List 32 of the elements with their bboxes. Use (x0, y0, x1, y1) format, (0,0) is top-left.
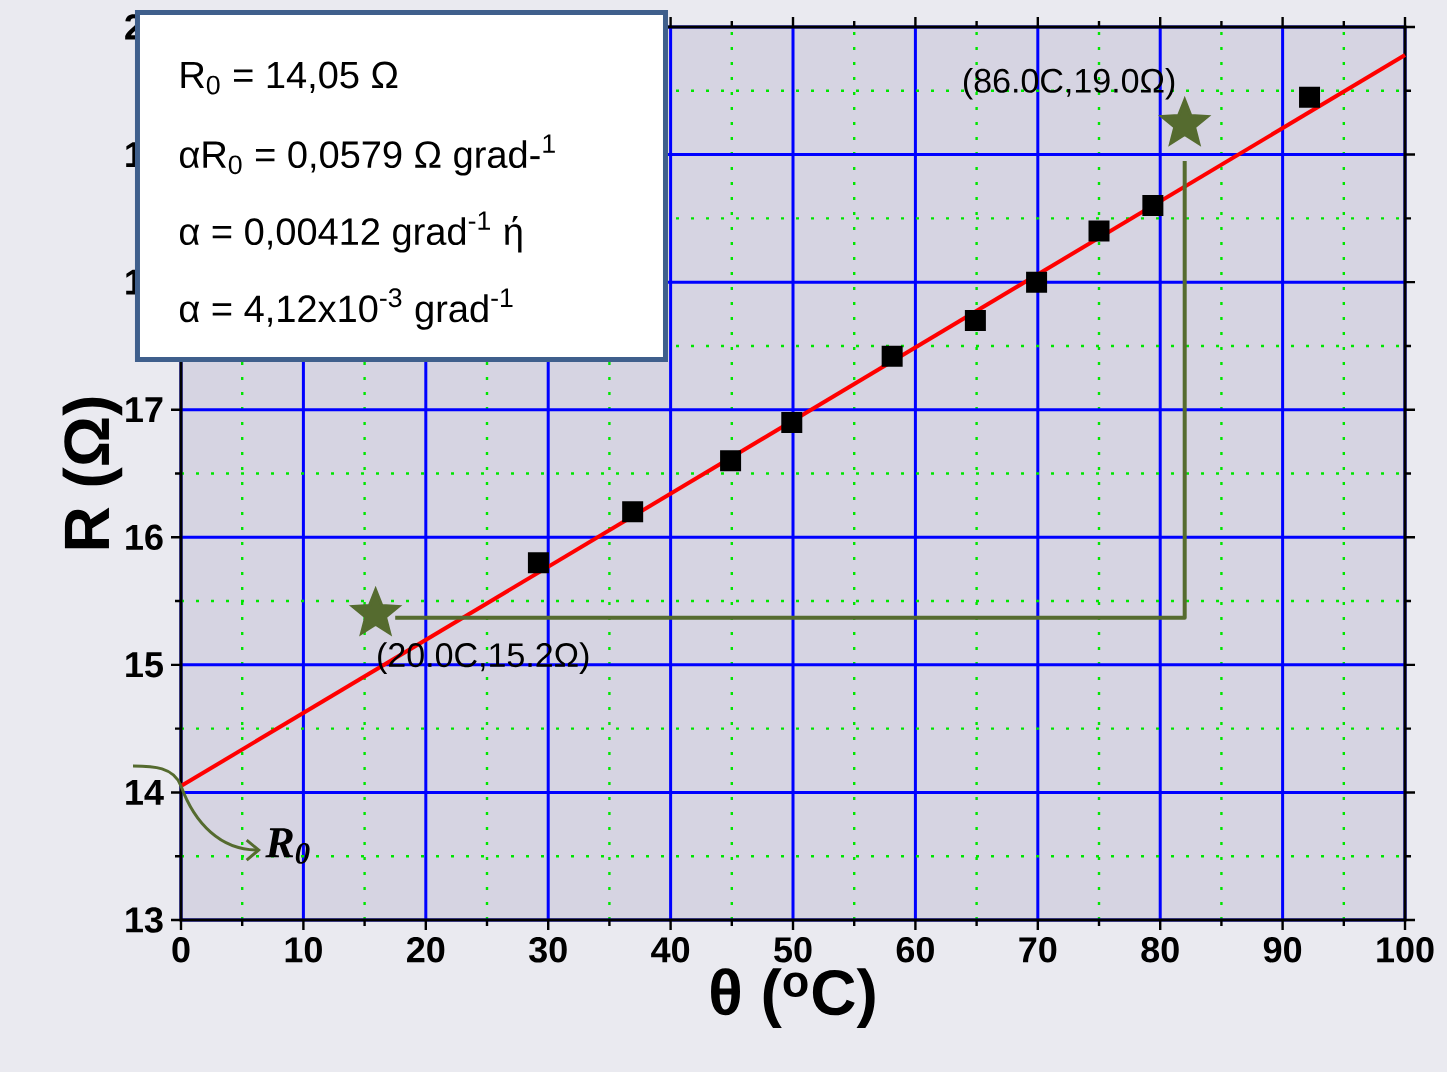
point (720, 450, 742, 472)
y-tick-label: 14 (126, 780, 164, 805)
annotation: R$_{0}$ = 14,05 Ω (181, 61, 398, 95)
point (781, 411, 803, 433)
x-tick-label: 0 (172, 937, 190, 963)
point (1026, 271, 1048, 293)
y-axis-title: R (Ω) (62, 397, 123, 549)
annotation: α = 0,00412 grad$^{-1}$ ή (179, 211, 522, 253)
x-tick-label: 70 (1019, 937, 1057, 963)
y-tick-label: 15 (126, 652, 163, 678)
y-tick-label: 17 (126, 397, 163, 423)
point (622, 501, 644, 523)
x-tick-label: 20 (407, 937, 445, 963)
x-tick-label: 100 (1377, 937, 1434, 963)
x-tick-label: 50 (774, 937, 812, 963)
point (527, 552, 549, 574)
x-tick-label: 90 (1263, 937, 1302, 963)
x-tick-label: 30 (528, 937, 567, 963)
x-tick-label: 40 (651, 937, 690, 963)
x-tick-label: 60 (896, 937, 934, 963)
y-tick-label: 16 (126, 524, 163, 551)
point (964, 309, 986, 331)
x-axis-title: θ ($^{o}$C) (711, 968, 875, 1028)
point (1299, 86, 1321, 108)
annotation: αR$_{0}$ = 0,0579 Ω grad-$^{1}$ (179, 134, 555, 176)
point (1142, 195, 1164, 217)
point (881, 345, 903, 367)
y-tick-label: 13 (126, 907, 163, 933)
annotation: α = 4,12x10$^{-3}$ grad$^{-1}$ (179, 288, 513, 330)
x-tick-label: 80 (1141, 937, 1179, 963)
point (1088, 220, 1110, 242)
x-tick-label: 10 (285, 937, 322, 963)
